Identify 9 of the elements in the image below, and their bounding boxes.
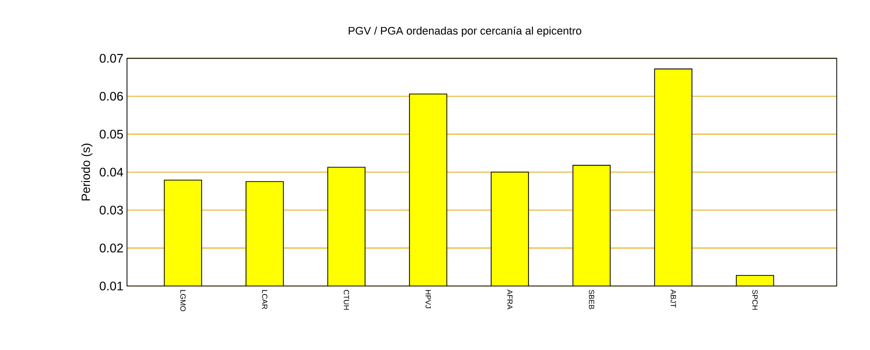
- chart-title: PGV / PGA ordenadas por cercanía al epicentro: [348, 26, 582, 37]
- y-tick-label: 0.07: [100, 54, 123, 63]
- y-tick-label: 0.02: [100, 244, 123, 252]
- y-tick-label: 0.04: [100, 168, 124, 177]
- y-tick-label: 0.03: [100, 206, 123, 215]
- y-tick-label: 0.05: [100, 130, 123, 139]
- y-tick-label: 0.06: [100, 92, 123, 101]
- y-tick-label: 0.01: [100, 282, 123, 290]
- y-axis-title: Periodo (s): [81, 144, 92, 200]
